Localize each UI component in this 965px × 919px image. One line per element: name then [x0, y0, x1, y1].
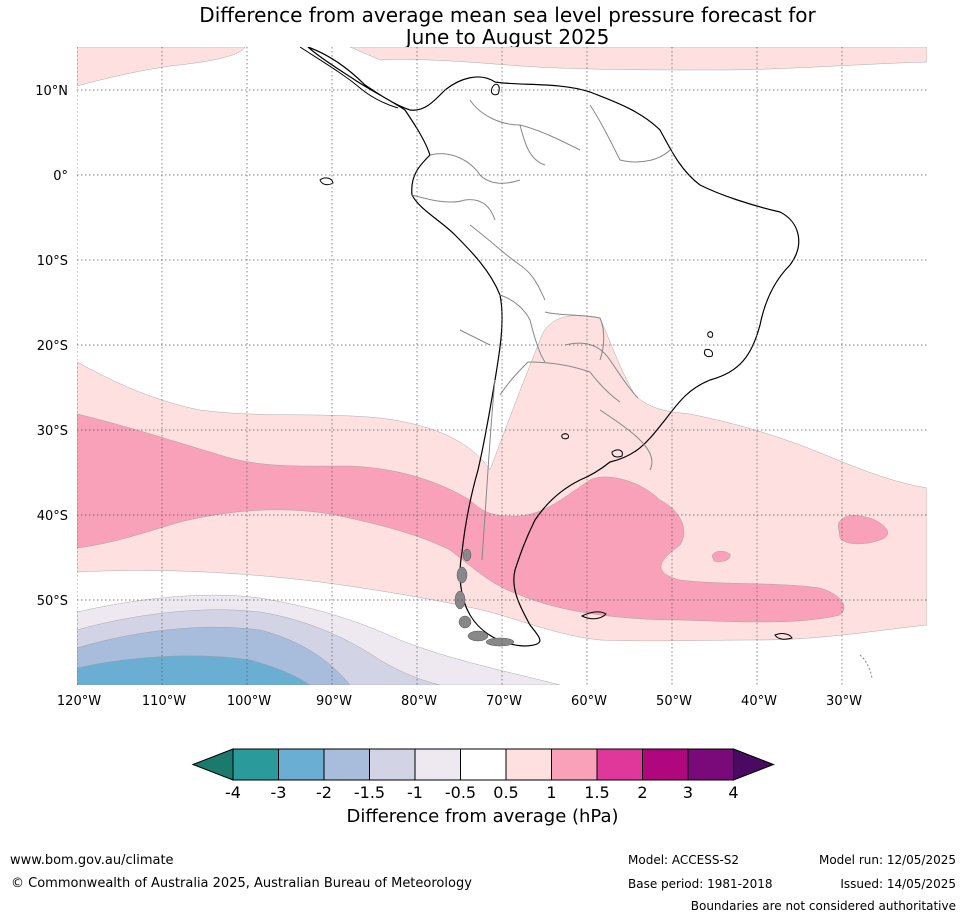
colorbar-tick-label: -1.5	[354, 783, 385, 802]
graticule	[77, 47, 927, 685]
contour-south-plus-1	[77, 413, 845, 623]
colorbar-tick-label: 3	[683, 783, 693, 802]
chile-archipelago	[454, 548, 515, 647]
latitude-label: 10°S	[37, 254, 68, 269]
colorbar-title: Difference from average (hPa)	[346, 806, 619, 827]
title-line-2: June to August 2025	[405, 25, 610, 49]
colorbar-tick-label: 1	[546, 783, 556, 802]
colorbar-tick-label: 4	[728, 783, 738, 802]
longitude-label: 120°W	[57, 694, 101, 709]
colorbar-tick-label: -1	[407, 783, 423, 802]
colorbar-tick-label: -3	[271, 783, 287, 802]
islands-grey	[859, 654, 873, 679]
colorbar-segment	[232, 748, 279, 781]
latitude-label: 20°S	[37, 339, 68, 354]
colorbar-extend-low	[191, 748, 234, 781]
longitude-label: 110°W	[142, 694, 186, 709]
colorbar-tick-label: -2	[316, 783, 332, 802]
longitude-label: 90°W	[316, 694, 352, 709]
longitude-label: 70°W	[486, 694, 522, 709]
colorbar-tick-label: -0.5	[445, 783, 476, 802]
colorbar-tick-label: 1.5	[584, 783, 609, 802]
latitude-label: 30°S	[37, 424, 68, 439]
website-link[interactable]: www.bom.gov.au/climate	[10, 853, 174, 868]
colorbar-segment	[460, 748, 507, 781]
model-text: Model: ACCESS-S2	[628, 853, 740, 867]
colorbar-extend-high	[733, 748, 775, 781]
colorbar-segment	[278, 748, 325, 781]
base-period-text: Base period: 1981-2018	[628, 877, 773, 891]
longitude-label: 100°W	[227, 694, 271, 709]
colorbar-tick-label: -4	[225, 783, 241, 802]
country-boundaries	[411, 99, 671, 561]
colorbar: -4 -3 -2 -1.5 -1 -0.5 0.5 1 1.5 2 3 4	[191, 748, 775, 802]
longitude-label: 40°W	[741, 694, 777, 709]
longitude-label: 80°W	[401, 694, 437, 709]
longitude-label: 50°W	[656, 694, 692, 709]
latitude-label: 40°S	[37, 509, 68, 524]
islands	[319, 177, 793, 640]
issued-text: Issued: 14/05/2025	[840, 877, 956, 891]
contour-small-plus-1	[711, 551, 731, 562]
model-run-text: Model run: 12/05/2025	[818, 853, 956, 867]
colorbar-segment	[551, 748, 598, 781]
lakes	[491, 83, 714, 458]
latitude-label: 10°N	[35, 84, 68, 99]
colorbar-segment	[687, 748, 734, 781]
colorbar-tick-label: 2	[637, 783, 647, 802]
latitude-label: 0°	[53, 169, 68, 184]
central-america-outline	[299, 47, 399, 109]
contour-island-plus-1	[837, 515, 888, 545]
contour-north-plus-0-5	[77, 47, 246, 87]
colorbar-segment	[414, 748, 461, 781]
longitude-label: 60°W	[571, 694, 607, 709]
colorbar-tick-label: 0.5	[493, 783, 518, 802]
title-line-1: Difference from average mean sea level p…	[199, 3, 816, 27]
longitude-label: 30°W	[826, 694, 862, 709]
contour-band-minus-2	[77, 655, 311, 685]
colorbar-segment	[505, 748, 552, 781]
disclaimer-text: Boundaries are not considered authoritat…	[690, 899, 956, 913]
contour-north-east-plus-0-5	[349, 47, 927, 71]
latitude-label: 50°S	[37, 594, 68, 609]
south-america-outline	[307, 47, 800, 647]
copyright-text: © Commonwealth of Australia 2025, Austra…	[11, 876, 472, 891]
map-area	[77, 47, 927, 685]
longitude-labels: 120°W 110°W 100°W 90°W 80°W 70°W 60°W 50°W 40°W 3…	[57, 694, 862, 709]
colorbar-segment	[642, 748, 689, 781]
colorbar-segment	[323, 748, 370, 781]
colorbar-segment	[369, 748, 416, 781]
colorbar-segment	[596, 748, 643, 781]
map-title: Difference from average mean sea level p…	[120, 4, 895, 48]
latitude-labels: 10°N 0° 10°S 20°S 30°S 40°S 50°S	[35, 84, 68, 609]
